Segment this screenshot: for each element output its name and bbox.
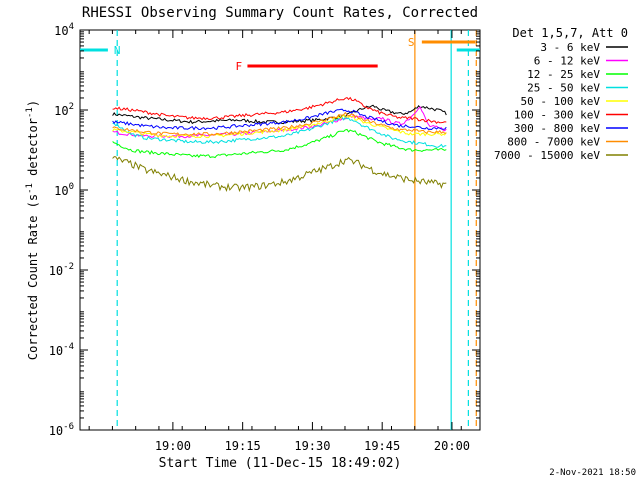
y-axis-label-sup2: -1 bbox=[25, 107, 35, 118]
x-axis-label: Start Time (11-Dec-15 18:49:02) bbox=[159, 456, 402, 471]
legend-label: 300 - 800 keV bbox=[514, 122, 600, 135]
legend-label: 6 - 12 keV bbox=[534, 55, 601, 68]
y-tick-base: 10 bbox=[49, 264, 63, 278]
x-tick-label: 19:45 bbox=[364, 439, 400, 453]
y-tick-base: 10 bbox=[54, 104, 68, 118]
series-line-6 bbox=[112, 108, 447, 131]
series-line-2 bbox=[112, 128, 447, 159]
y-tick-base: 10 bbox=[49, 424, 63, 438]
y-tick-exp: 0 bbox=[69, 182, 74, 192]
x-tick-label: 19:00 bbox=[155, 439, 191, 453]
x-tick-label: 20:00 bbox=[434, 439, 470, 453]
y-tick-base: 10 bbox=[54, 24, 68, 38]
plot-frame bbox=[79, 29, 481, 431]
legend-label: 7000 - 15000 keV bbox=[494, 149, 600, 162]
y-tick-label: 102 bbox=[54, 102, 74, 118]
legend-header: Det 1,5,7, Att 0 bbox=[512, 26, 628, 40]
y-tick-label: 104 bbox=[54, 22, 74, 38]
footer-date: 2-Nov-2021 18:50 bbox=[549, 468, 636, 478]
legend-label: 50 - 100 keV bbox=[521, 95, 601, 108]
data-layer: N F S bbox=[80, 30, 480, 430]
series-line-7 bbox=[112, 111, 447, 136]
series-line-3 bbox=[112, 116, 447, 148]
state-label-S: S bbox=[408, 36, 415, 49]
legend-label: 800 - 7000 keV bbox=[507, 136, 600, 149]
series-line-4 bbox=[112, 114, 447, 139]
y-axis-label-b: detector bbox=[26, 118, 40, 183]
series-line-8 bbox=[112, 156, 447, 193]
x-tick-label: 19:30 bbox=[294, 439, 330, 453]
y-tick-base: 10 bbox=[49, 344, 63, 358]
chart-title: RHESSI Observing Summary Count Rates, Co… bbox=[82, 5, 478, 21]
y-axis-label: Corrected Count Rate (s-1 detector-1) bbox=[25, 100, 40, 360]
y-tick-exp: -6 bbox=[63, 422, 74, 432]
state-label-F: F bbox=[235, 60, 242, 73]
x-tick-label: 19:15 bbox=[225, 439, 261, 453]
y-tick-exp: 2 bbox=[69, 102, 74, 112]
y-tick-label: 10-4 bbox=[49, 342, 74, 358]
y-tick-exp: 4 bbox=[69, 22, 74, 32]
y-tick-label: 10-6 bbox=[49, 422, 74, 438]
series-line-5 bbox=[112, 96, 447, 125]
state-label-N: N bbox=[114, 44, 121, 57]
legend-label: 12 - 25 keV bbox=[527, 68, 600, 81]
y-axis-label-c: ) bbox=[26, 100, 40, 107]
y-axis-label-sup1: -1 bbox=[25, 183, 35, 194]
legend-label: 3 - 6 keV bbox=[540, 41, 600, 54]
series-line-0 bbox=[112, 104, 447, 125]
y-tick-base: 10 bbox=[54, 184, 68, 198]
y-tick-exp: -4 bbox=[63, 342, 74, 352]
legend-label: 25 - 50 keV bbox=[527, 82, 600, 95]
y-tick-exp: -2 bbox=[63, 262, 74, 272]
y-tick-label: 10-2 bbox=[49, 262, 74, 278]
legend-label: 100 - 300 keV bbox=[514, 109, 600, 122]
y-axis-label-a: Corrected Count Rate (s bbox=[26, 194, 40, 360]
y-tick-label: 100 bbox=[54, 182, 74, 198]
